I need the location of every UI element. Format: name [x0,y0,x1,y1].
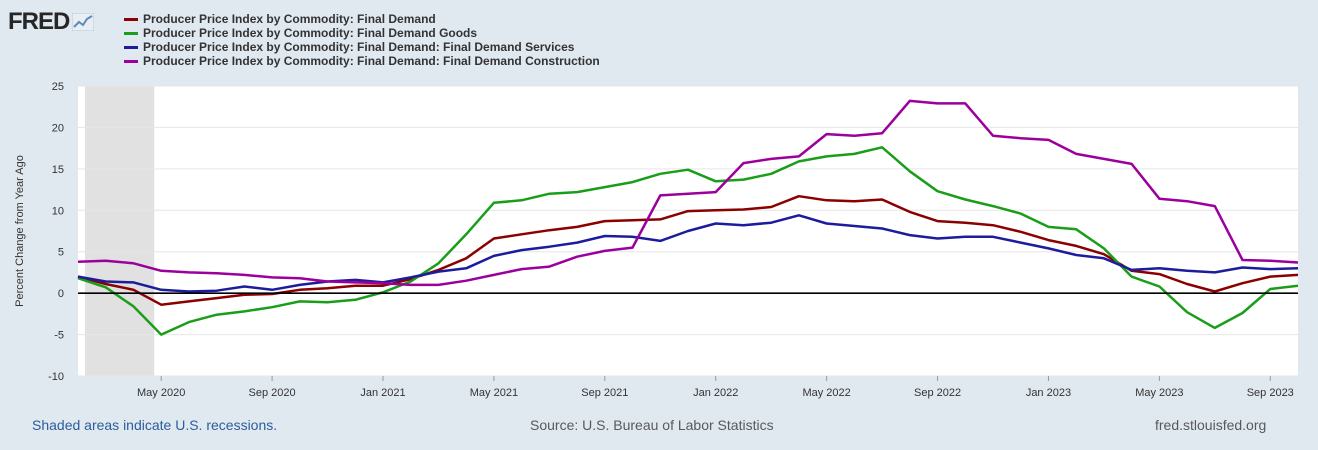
legend-item-final-demand[interactable]: Producer Price Index by Commodity: Final… [124,12,600,26]
fred-logo[interactable]: FRED [8,8,95,36]
fred-logo-text: FRED [8,8,70,35]
y-tick-label: 20 [52,122,64,134]
legend-swatch [124,45,138,49]
legend-item-construction[interactable]: Producer Price Index by Commodity: Final… [124,54,600,68]
recession-note[interactable]: Shaded areas indicate U.S. recessions. [32,417,278,433]
series-line-1[interactable] [77,146,1299,336]
y-tick-label: 0 [58,288,64,300]
legend-label: Producer Price Index by Commodity: Final… [143,26,478,40]
x-tick-label: Sep 2023 [1247,387,1294,399]
y-tick-label: 15 [52,164,64,176]
y-tick-label: 10 [52,205,64,217]
x-tick-label: Sep 2022 [914,387,961,399]
x-tick-label: May 2023 [1135,387,1183,399]
y-tick-label: -10 [48,371,64,383]
chart-legend: Producer Price Index by Commodity: Final… [124,12,600,68]
x-tick-label: Sep 2020 [249,387,296,399]
x-tick-label: Jan 2022 [693,387,738,399]
series-line-2[interactable] [77,214,1299,293]
fred-chart-icon [72,13,95,31]
x-tick-label: Jan 2021 [360,387,405,399]
x-tick-label: Jan 2023 [1026,387,1071,399]
legend-item-services[interactable]: Producer Price Index by Commodity: Final… [124,40,600,54]
legend-swatch [124,31,138,35]
line-chart: 25 20 15 10 5 0 -5 -10 May 2020 Sep 2020 Jan 2021 M… [14,81,1299,399]
source-note: Source: U.S. Bureau of Labor Statistics [530,417,774,433]
legend-label: Producer Price Index by Commodity: Final… [143,12,436,26]
x-tick-label: May 2021 [470,387,518,399]
legend-item-goods[interactable]: Producer Price Index by Commodity: Final… [124,26,600,40]
legend-label: Producer Price Index by Commodity: Final… [143,54,600,68]
legend-label: Producer Price Index by Commodity: Final… [143,40,575,54]
legend-swatch [124,59,138,63]
series-line-3[interactable] [77,99,1299,287]
x-tick-label: Sep 2021 [581,387,628,399]
recession-shade [84,86,155,376]
y-tick-label: 25 [52,81,64,93]
site-link[interactable]: fred.stlouisfed.org [1155,417,1267,433]
legend-swatch [124,17,138,21]
y-axis-label: Percent Change from Year Ago [14,155,26,307]
x-tick-label: May 2022 [802,387,850,399]
y-tick-label: -5 [54,330,64,342]
y-tick-label: 5 [58,247,64,259]
x-tick-label: May 2020 [137,387,185,399]
